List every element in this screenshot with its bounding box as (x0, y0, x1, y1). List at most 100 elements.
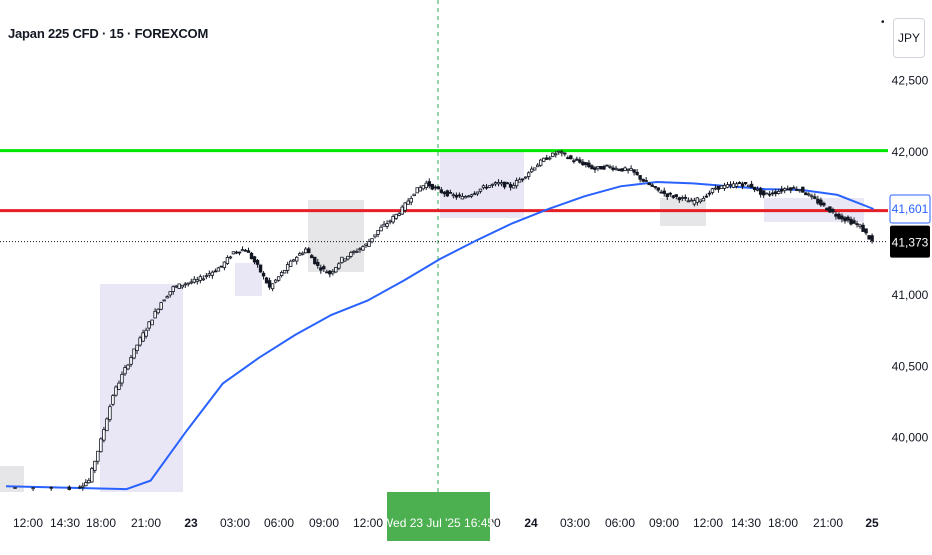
candle[interactable] (156, 308, 160, 315)
candle[interactable] (400, 204, 404, 216)
candle[interactable] (454, 192, 459, 200)
candle[interactable] (331, 268, 335, 276)
currency-button[interactable]: JPY (893, 18, 925, 58)
candle[interactable] (358, 247, 362, 253)
candle[interactable] (478, 188, 483, 194)
candle[interactable] (725, 181, 730, 189)
candle[interactable] (207, 270, 212, 278)
candle[interactable] (361, 245, 365, 251)
candle[interactable] (385, 220, 389, 229)
candle[interactable] (590, 164, 594, 170)
candle[interactable] (819, 197, 823, 207)
candle[interactable] (78, 484, 82, 490)
candle[interactable] (581, 159, 585, 166)
candle[interactable] (159, 301, 163, 311)
candle[interactable] (13, 487, 17, 489)
candle[interactable] (526, 171, 531, 180)
candle[interactable] (629, 165, 633, 171)
candle[interactable] (599, 165, 603, 170)
candle[interactable] (367, 238, 371, 247)
candle[interactable] (165, 295, 169, 299)
candle[interactable] (249, 252, 254, 260)
candle[interactable] (813, 193, 817, 200)
candle[interactable] (174, 285, 178, 289)
candle[interactable] (698, 199, 703, 204)
candle[interactable] (243, 248, 248, 252)
candle[interactable] (740, 181, 745, 190)
candle[interactable] (409, 195, 413, 206)
candle[interactable] (81, 482, 85, 491)
candle[interactable] (767, 190, 772, 197)
candle[interactable] (171, 285, 175, 295)
candle[interactable] (258, 264, 263, 273)
candle[interactable] (665, 193, 669, 201)
candle[interactable] (31, 487, 35, 492)
candle[interactable] (569, 154, 573, 160)
candle[interactable] (213, 268, 218, 273)
candle[interactable] (406, 198, 410, 205)
candle[interactable] (222, 261, 227, 271)
candle[interactable] (683, 194, 688, 201)
candle[interactable] (463, 195, 468, 199)
candle[interactable] (858, 223, 862, 229)
candle[interactable] (168, 291, 172, 298)
candle[interactable] (743, 182, 748, 186)
candle[interactable] (291, 258, 296, 262)
candle[interactable] (496, 179, 501, 187)
candle[interactable] (147, 321, 151, 332)
candle[interactable] (737, 181, 742, 184)
candle[interactable] (719, 185, 724, 189)
candle[interactable] (780, 185, 784, 194)
candle[interactable] (382, 220, 386, 227)
candle[interactable] (451, 192, 456, 199)
candle[interactable] (126, 363, 130, 371)
candle[interactable] (108, 404, 112, 422)
candle[interactable] (111, 394, 115, 407)
candle[interactable] (334, 266, 338, 274)
candle[interactable] (237, 251, 242, 256)
candle[interactable] (198, 274, 203, 284)
candle[interactable] (418, 185, 422, 192)
candle[interactable] (67, 485, 71, 491)
candle[interactable] (276, 276, 281, 282)
candle[interactable] (376, 229, 380, 238)
candle[interactable] (93, 460, 97, 474)
candle[interactable] (638, 175, 642, 183)
candle[interactable] (264, 276, 269, 284)
candle[interactable] (653, 185, 657, 190)
candle[interactable] (764, 192, 769, 195)
candle[interactable] (337, 261, 341, 271)
candle[interactable] (141, 329, 145, 343)
candle[interactable] (828, 206, 832, 213)
candle[interactable] (770, 190, 775, 197)
candle[interactable] (566, 155, 570, 160)
candle[interactable] (647, 182, 651, 186)
candle[interactable] (761, 190, 766, 199)
candle[interactable] (310, 253, 314, 259)
candle[interactable] (319, 264, 323, 274)
candle[interactable] (466, 195, 471, 198)
candle[interactable] (246, 247, 251, 253)
candle[interactable] (481, 184, 486, 190)
candle[interactable] (587, 160, 591, 169)
candle[interactable] (734, 181, 739, 189)
candle[interactable] (267, 277, 272, 290)
candle[interactable] (460, 192, 465, 200)
candle[interactable] (710, 187, 715, 195)
candle[interactable] (560, 149, 564, 157)
candle[interactable] (846, 215, 850, 223)
candle[interactable] (746, 184, 751, 187)
candle[interactable] (867, 235, 871, 240)
candle[interactable] (394, 213, 398, 220)
candle[interactable] (659, 189, 663, 194)
candle[interactable] (201, 275, 206, 282)
candle[interactable] (298, 251, 302, 256)
candle[interactable] (617, 168, 621, 172)
candle[interactable] (692, 197, 697, 207)
candle[interactable] (695, 197, 700, 206)
candle[interactable] (457, 192, 462, 199)
candle[interactable] (379, 224, 383, 232)
candle[interactable] (340, 256, 344, 264)
candle[interactable] (84, 479, 88, 487)
